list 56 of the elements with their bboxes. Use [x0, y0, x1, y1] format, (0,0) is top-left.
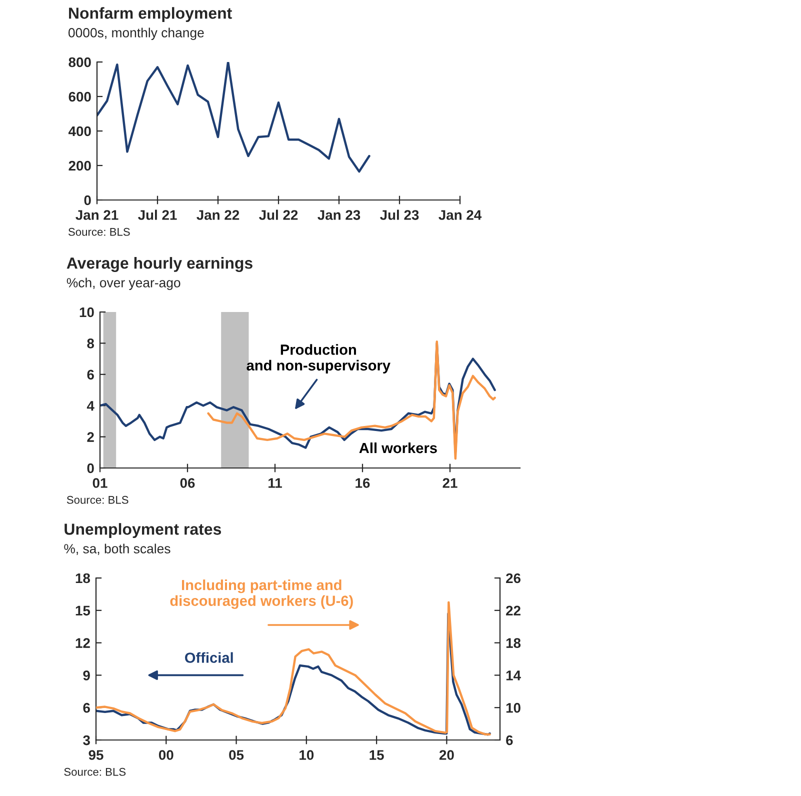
chart-subtitle: %ch, over year-ago	[66, 278, 180, 290]
y2-tick-label: 6	[506, 735, 513, 746]
y-tick-label: 18	[76, 573, 90, 584]
y2-tick-label: 18	[506, 638, 521, 648]
series-label: All workers	[359, 442, 437, 454]
y-tick-label: 600	[68, 92, 91, 102]
x-tick-label: Jul 22	[259, 210, 298, 220]
x-tick-label: 10	[300, 750, 314, 760]
x-tick-label: 06	[180, 478, 195, 488]
chart-title: Nonfarm employment	[69, 7, 232, 22]
line-series	[207, 340, 496, 460]
y-tick-label: 200	[68, 160, 91, 171]
y-tick-label: 10	[80, 307, 94, 318]
text: Production and non-supervisory	[246, 344, 390, 374]
y2-tick-label: 22	[506, 606, 520, 616]
y2-tick-label: 10	[506, 702, 520, 713]
y-tick-label: 0	[84, 195, 91, 206]
x-tick-label: 21	[442, 478, 458, 488]
y-tick-label: 9	[83, 670, 90, 680]
y2-tick-label: 14	[506, 670, 521, 680]
source-note: Source: BLS	[66, 496, 128, 504]
y2-tick-label: 26	[506, 573, 520, 584]
x-tick-label: Jan 21	[76, 210, 118, 220]
line-series	[97, 62, 370, 173]
x-tick-label: 20	[439, 750, 454, 760]
chart-subtitle: 0000s, monthly change	[68, 28, 204, 40]
x-tick-label: Jan 22	[196, 210, 240, 220]
y-tick-label: 3	[83, 735, 90, 746]
y-tick-label: 400	[68, 126, 91, 136]
text: Including part-time and discouraged workers (U-6)	[170, 579, 353, 609]
chart-subtitle: %, sa, both scales	[64, 544, 170, 555]
y-tick-label: 800	[68, 57, 91, 68]
chart-title: Unemployment rates	[64, 523, 222, 538]
x-tick-label: 01	[92, 478, 108, 488]
y-tick-label: 6	[83, 702, 90, 713]
x-tick-label: 15	[370, 750, 384, 760]
y-tick-label: 12	[76, 638, 90, 648]
x-tick-label: Jan 23	[318, 210, 360, 220]
x-tick-label: 16	[356, 478, 370, 488]
y-tick-label: 8	[87, 338, 94, 348]
y-tick-label: 0	[87, 463, 94, 474]
x-tick-label: Jul 21	[138, 210, 177, 220]
chart-title: Average hourly earnings	[66, 257, 252, 272]
y-tick-label: 4	[86, 401, 94, 411]
x-tick-label: Jul 23	[380, 210, 419, 220]
text: Official	[185, 652, 233, 663]
source-note: Source: BLS	[64, 768, 126, 776]
source-note: Source: BLS	[68, 228, 130, 236]
y-tick-label: 2	[87, 432, 94, 442]
x-tick-label: 11	[268, 478, 282, 488]
x-tick-label: 95	[88, 750, 104, 760]
x-tick-label: 00	[158, 750, 174, 760]
y-tick-label: 15	[76, 606, 90, 616]
x-tick-label: Jan 24	[438, 210, 482, 220]
x-tick-label: 05	[229, 750, 244, 760]
y-tick-label: 6	[87, 370, 94, 380]
